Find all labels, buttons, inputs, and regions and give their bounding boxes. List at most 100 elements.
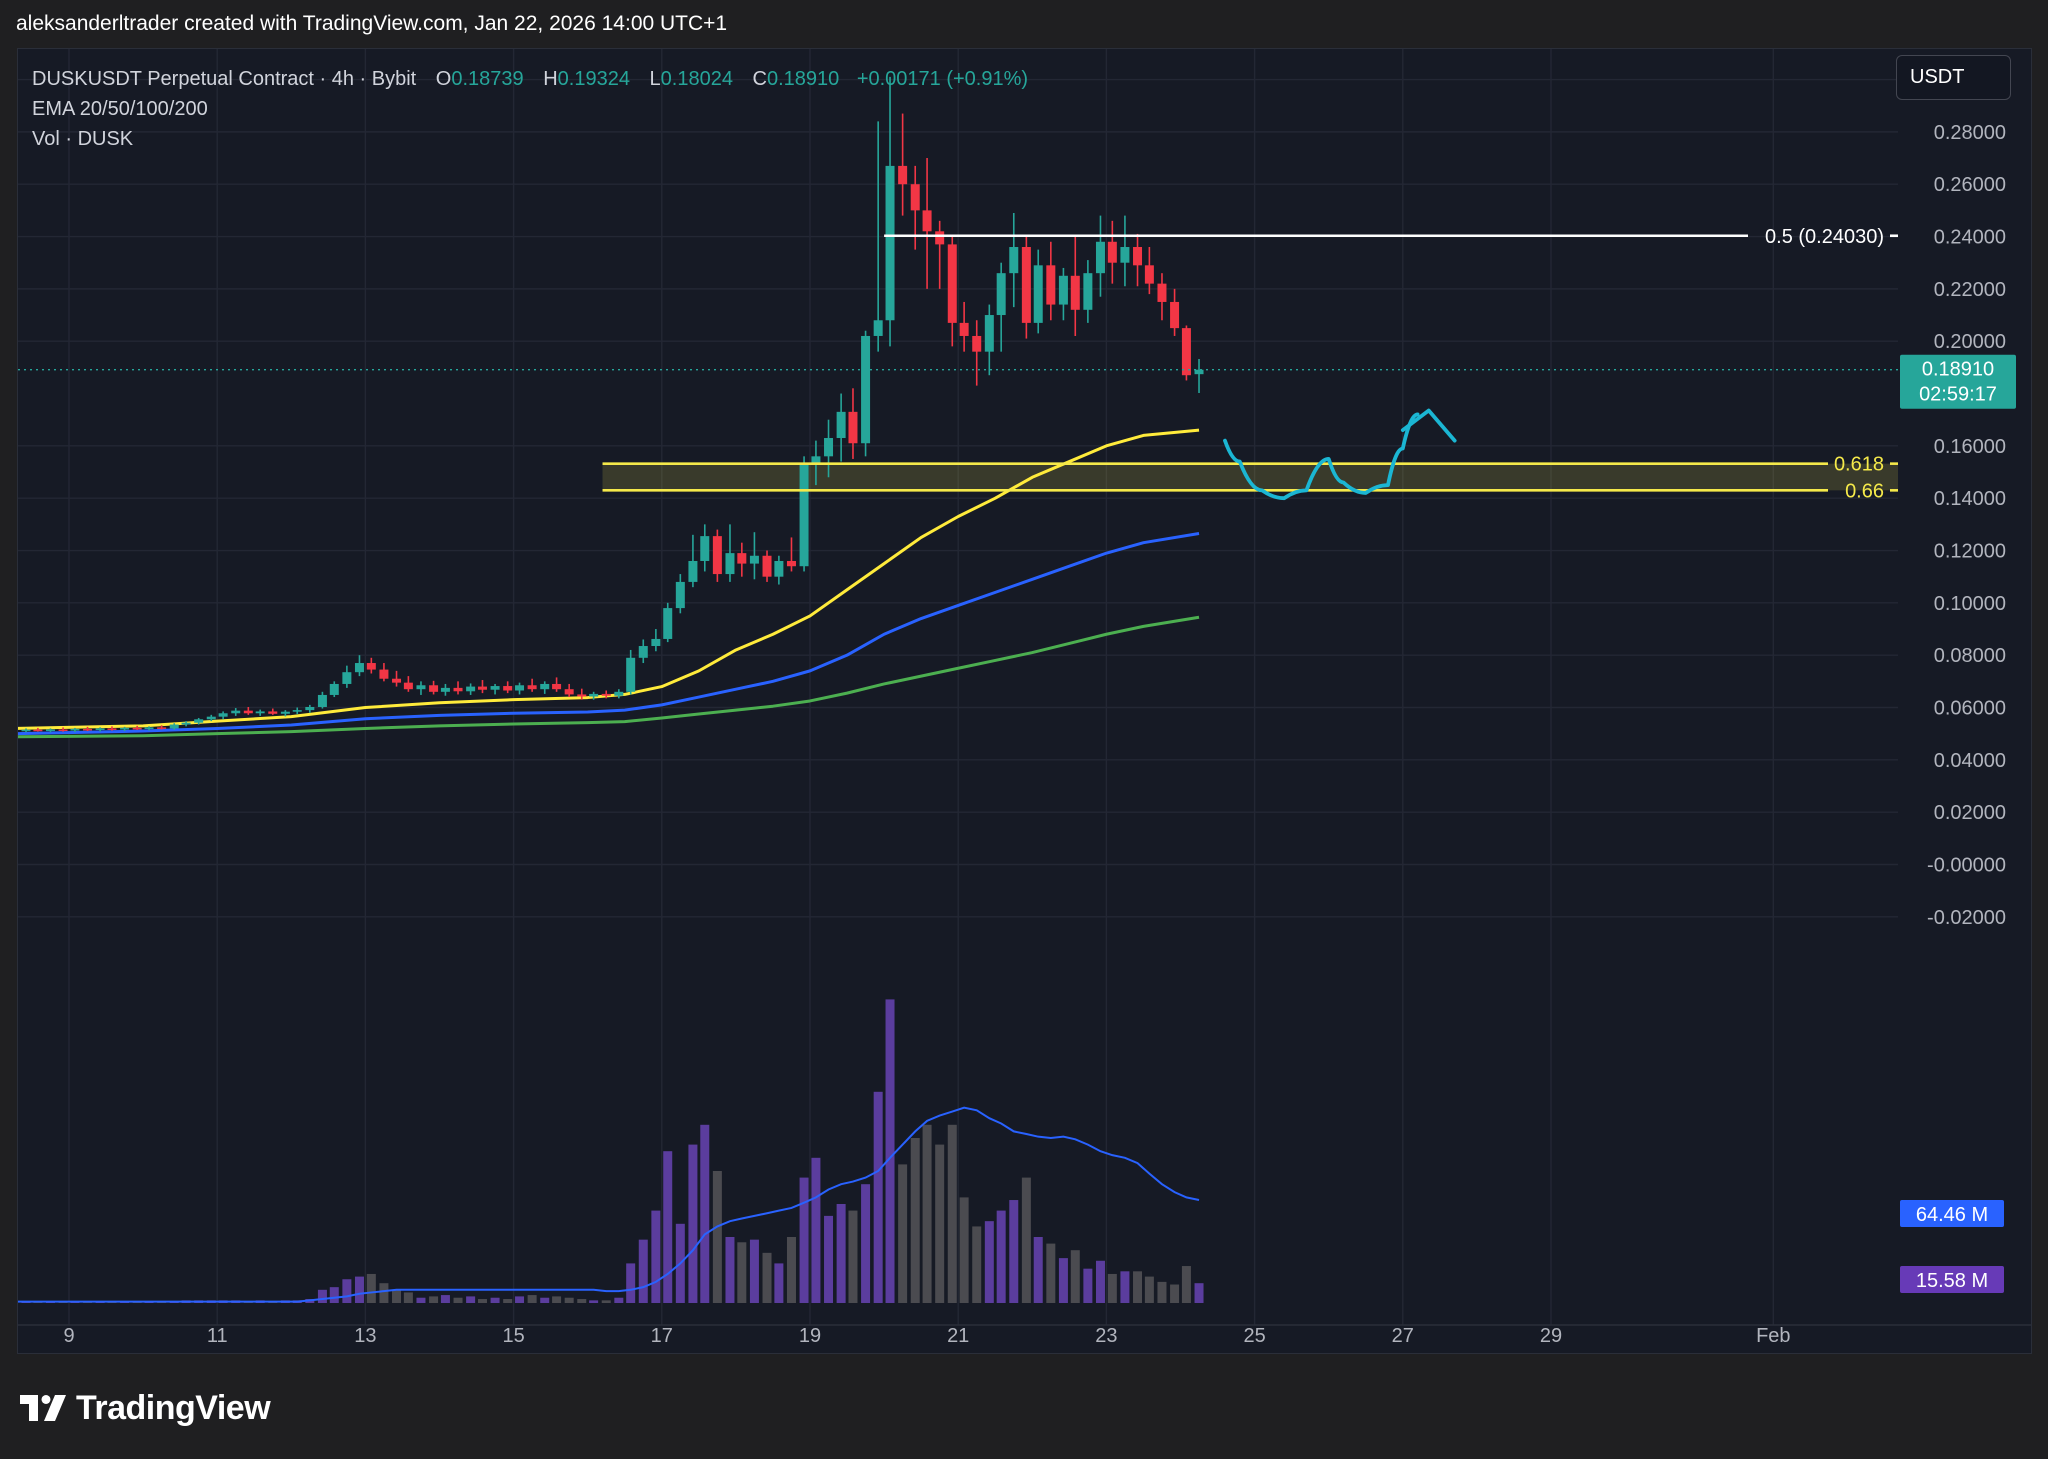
- current-price-badge[interactable]: 0.18910 02:59:17: [1900, 354, 2016, 409]
- candle[interactable]: [157, 725, 167, 730]
- chart-canvas[interactable]: 0.5 (0.24030) 0.618 0.66 0.320000.300000.28…: [18, 49, 2031, 1353]
- candle[interactable]: [885, 76, 895, 347]
- candle[interactable]: [194, 717, 204, 725]
- candle[interactable]: [873, 121, 883, 352]
- candle[interactable]: [737, 542, 747, 577]
- candle[interactable]: [601, 690, 611, 699]
- fib-level-0-618[interactable]: 0.618: [602, 454, 1898, 476]
- candle[interactable]: [947, 236, 957, 347]
- legend-row-volume[interactable]: Vol · DUSK: [32, 124, 1028, 154]
- candle[interactable]: [95, 727, 105, 732]
- candle[interactable]: [1083, 260, 1093, 323]
- candle[interactable]: [515, 682, 525, 695]
- candle[interactable]: [861, 330, 871, 457]
- candle[interactable]: [540, 681, 550, 694]
- x-axis[interactable]: 9 11 13 15 17 19 21 23 25 27 29 Feb: [63, 1325, 1790, 1347]
- fib-level-0-5[interactable]: 0.5 (0.24030): [884, 226, 1898, 248]
- candle[interactable]: [120, 726, 130, 732]
- candle[interactable]: [1095, 215, 1105, 297]
- candle[interactable]: [268, 708, 278, 715]
- candle[interactable]: [466, 683, 476, 695]
- candle[interactable]: [638, 639, 648, 664]
- candle[interactable]: [416, 681, 426, 695]
- candle[interactable]: [305, 704, 315, 713]
- candle[interactable]: [218, 711, 228, 720]
- candle[interactable]: [848, 388, 858, 459]
- candle[interactable]: [58, 727, 68, 732]
- candle[interactable]: [342, 665, 352, 688]
- candle[interactable]: [626, 649, 636, 695]
- candle[interactable]: [1070, 236, 1080, 336]
- candle[interactable]: [379, 663, 389, 682]
- candle[interactable]: [972, 320, 982, 386]
- candle[interactable]: [503, 681, 513, 694]
- volume-last-badge[interactable]: 15.58 M: [1900, 1266, 2004, 1293]
- candle[interactable]: [490, 683, 500, 695]
- candle[interactable]: [21, 728, 31, 733]
- candle[interactable]: [70, 727, 80, 733]
- candle[interactable]: [675, 574, 685, 614]
- currency-button[interactable]: USDT: [1896, 55, 2011, 100]
- candle[interactable]: [206, 714, 216, 722]
- candle[interactable]: [786, 537, 796, 572]
- ema-50-line[interactable]: [18, 532, 1200, 736]
- candle[interactable]: [1170, 288, 1180, 336]
- fib-level-0-66[interactable]: 0.66: [602, 480, 1898, 502]
- candle[interactable]: [403, 676, 413, 692]
- candle[interactable]: [429, 680, 439, 695]
- candle[interactable]: [317, 691, 327, 709]
- candle[interactable]: [712, 529, 722, 582]
- candle[interactable]: [440, 683, 450, 696]
- candle[interactable]: [1009, 212, 1019, 308]
- candle[interactable]: [292, 707, 302, 715]
- candle[interactable]: [1058, 267, 1068, 321]
- candle[interactable]: [688, 534, 698, 588]
- candle[interactable]: [329, 681, 339, 698]
- candle[interactable]: [1144, 247, 1154, 295]
- candle[interactable]: [836, 393, 846, 462]
- candle[interactable]: [366, 657, 376, 674]
- candle[interactable]: [1194, 358, 1204, 394]
- candle[interactable]: [663, 602, 673, 643]
- candle[interactable]: [243, 706, 253, 715]
- candle[interactable]: [614, 689, 624, 699]
- candle[interactable]: [33, 727, 43, 732]
- candle[interactable]: [354, 655, 364, 677]
- candle[interactable]: [527, 678, 537, 692]
- candle[interactable]: [453, 681, 463, 695]
- candle[interactable]: [107, 726, 117, 731]
- candle[interactable]: [1181, 325, 1191, 381]
- ema-20-line[interactable]: [18, 428, 1200, 730]
- candle[interactable]: [922, 158, 932, 289]
- candle[interactable]: [552, 677, 562, 692]
- candle[interactable]: [799, 456, 809, 572]
- candle[interactable]: [1021, 236, 1031, 339]
- candle[interactable]: [1033, 249, 1043, 334]
- candle[interactable]: [762, 550, 772, 582]
- candle[interactable]: [935, 220, 945, 289]
- candle[interactable]: [1107, 220, 1117, 284]
- candle[interactable]: [132, 725, 142, 731]
- candle[interactable]: [577, 688, 587, 700]
- candle[interactable]: [824, 419, 834, 478]
- legend-row-ema[interactable]: EMA 20/50/100/200: [32, 94, 1028, 124]
- volume-ma-badge[interactable]: 64.46 M: [1900, 1200, 2004, 1227]
- y-axis[interactable]: 0.320000.300000.280000.260000.240000.220…: [1927, 49, 2006, 929]
- candle[interactable]: [1120, 215, 1130, 287]
- candle[interactable]: [651, 629, 661, 652]
- candle[interactable]: [996, 262, 1006, 352]
- candle[interactable]: [45, 728, 55, 733]
- chart-frame[interactable]: 0.5 (0.24030) 0.618 0.66 0.320000.300000.28…: [17, 48, 2032, 1354]
- candle[interactable]: [392, 670, 402, 687]
- symbol-name[interactable]: DUSKUSDT Perpetual Contract · 4h · Bybit: [32, 68, 417, 90]
- candle[interactable]: [231, 708, 241, 716]
- candle[interactable]: [774, 555, 784, 585]
- candle[interactable]: [700, 524, 710, 572]
- candle[interactable]: [169, 723, 179, 730]
- candle[interactable]: [984, 304, 994, 376]
- candle[interactable]: [898, 113, 908, 216]
- candle[interactable]: [280, 710, 290, 717]
- candle[interactable]: [564, 683, 574, 698]
- candle[interactable]: [477, 680, 487, 694]
- candle[interactable]: [1046, 241, 1056, 321]
